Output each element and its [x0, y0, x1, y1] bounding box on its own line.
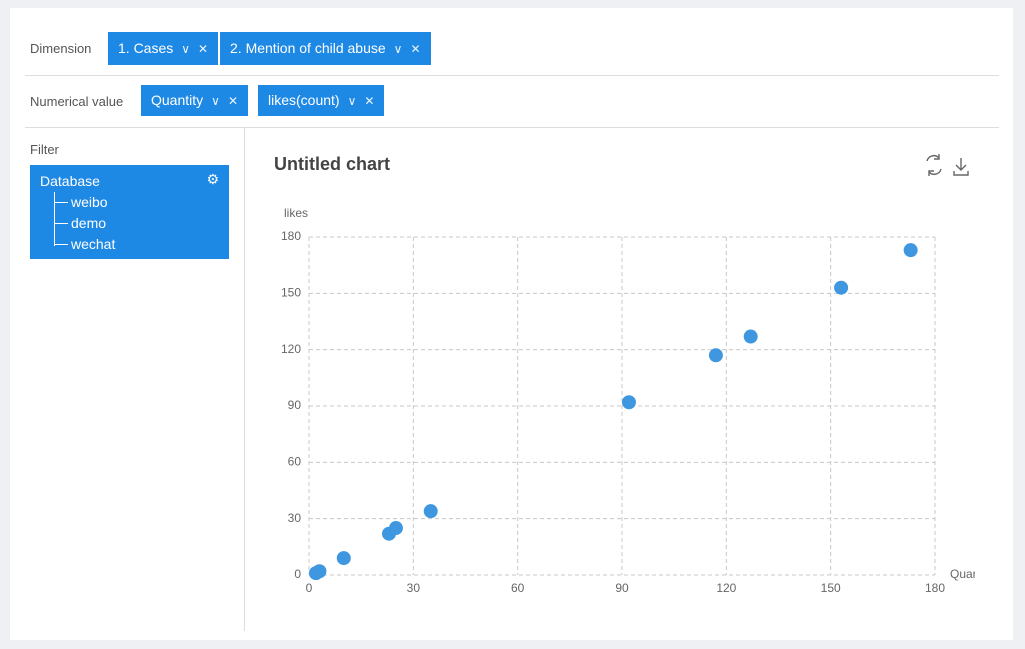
filter-label: Filter [30, 142, 59, 157]
database-tree[interactable]: Database ⚙ weibo demo wechat [30, 165, 229, 259]
refresh-icon[interactable] [926, 154, 942, 176]
row-label: Numerical value [30, 94, 124, 109]
chip[interactable]: 2. Mention of child abuse ∨ ✕ [220, 32, 431, 65]
divider [25, 127, 999, 128]
y-tick-label: 30 [288, 511, 302, 525]
x-axis-label: Quantity [950, 567, 975, 581]
tree-line [54, 244, 68, 245]
point [336, 551, 351, 566]
download-icon[interactable] [953, 158, 969, 176]
y-tick-label: 150 [281, 286, 301, 300]
point [423, 504, 438, 519]
tree-line [54, 223, 68, 224]
chip[interactable]: likes(count) ∨ ✕ [258, 85, 385, 116]
x-tick-label: 180 [925, 581, 945, 595]
x-tick-label: 0 [306, 581, 313, 595]
chip-text: 2. Mention of child abuse [230, 40, 386, 56]
point [708, 348, 723, 363]
tree-item[interactable]: demo [71, 215, 107, 231]
y-tick-label: 90 [288, 398, 302, 412]
chip-text: Quantity [151, 92, 204, 108]
point [388, 521, 403, 536]
tree-item[interactable]: weibo [71, 194, 108, 210]
point [903, 243, 918, 258]
y-tick-label: 180 [281, 229, 301, 243]
chip[interactable]: 1. Cases ∨ ✕ [108, 32, 219, 65]
x-tick-label: 60 [511, 581, 525, 595]
tree-root: Database [40, 173, 100, 189]
y-tick-label: 0 [294, 567, 301, 581]
point [743, 329, 758, 344]
chip[interactable]: Quantity ∨ ✕ [141, 85, 248, 116]
settings-icon[interactable]: ⚙ [206, 171, 219, 187]
x-tick-label: 90 [615, 581, 629, 595]
chart-title: Untitled chart [274, 154, 390, 174]
y-axis-label: likes [284, 206, 308, 220]
tree-line [54, 202, 68, 203]
x-tick-label: 120 [716, 581, 736, 595]
point [834, 280, 849, 295]
tree-line [54, 192, 55, 246]
point [312, 564, 327, 579]
y-tick-label: 120 [281, 342, 301, 356]
y-tick-label: 60 [288, 455, 302, 469]
chip-text: 1. Cases [118, 40, 174, 56]
chart: Untitled chart 0 30 60 90 120 150 180 0 30 60 90 12… [274, 154, 975, 595]
x-tick-label: 150 [821, 581, 841, 595]
x-tick-label: 30 [407, 581, 421, 595]
divider [244, 128, 245, 631]
divider [25, 75, 999, 76]
row-label: Dimension [30, 41, 92, 56]
chip-text: likes(count) [268, 92, 340, 108]
tree-item[interactable]: wechat [71, 236, 116, 252]
point [621, 395, 636, 410]
